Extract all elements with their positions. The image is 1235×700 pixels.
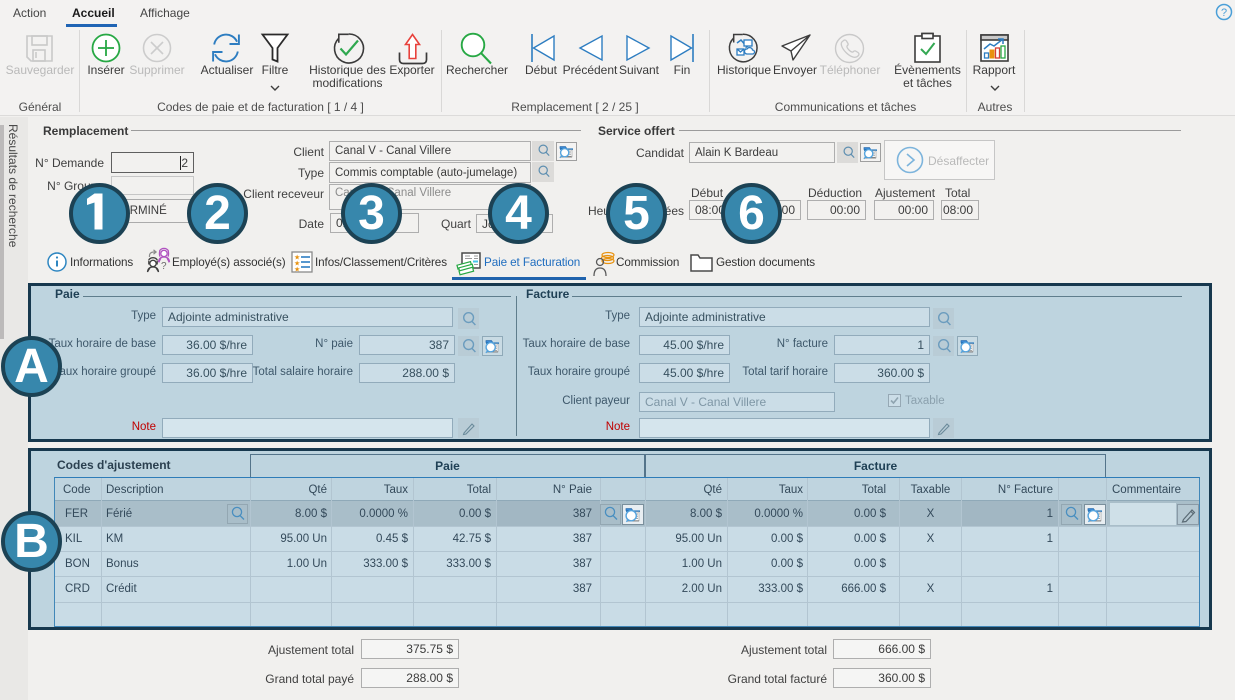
svg-text:★: ★ — [294, 254, 300, 262]
svg-text:?: ? — [161, 261, 167, 272]
svg-text:★: ★ — [294, 266, 300, 274]
svg-text:?: ? — [1221, 7, 1227, 19]
svg-text:★: ★ — [294, 260, 300, 268]
